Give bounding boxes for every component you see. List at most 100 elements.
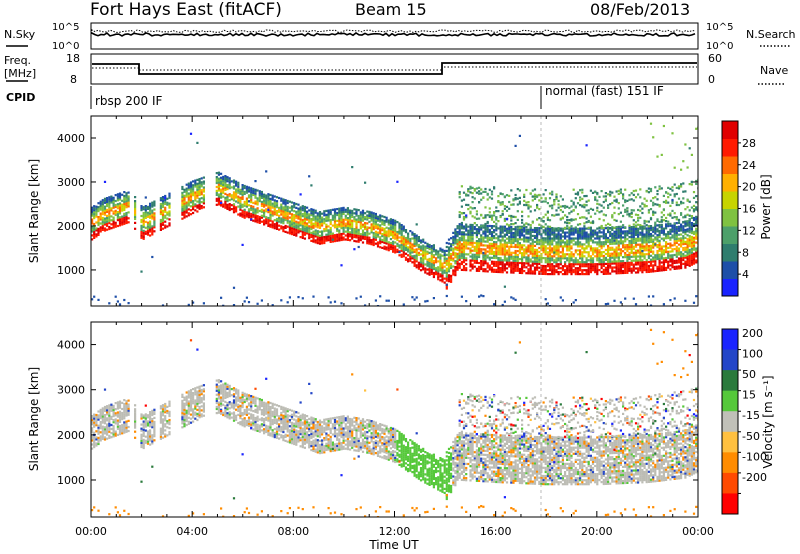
power-cell bbox=[93, 236, 96, 239]
power-cell bbox=[299, 214, 302, 217]
power-cell bbox=[353, 248, 356, 251]
power-cell bbox=[647, 264, 650, 267]
power-cell bbox=[516, 232, 519, 235]
power-cell bbox=[381, 229, 384, 232]
power-cell bbox=[282, 222, 285, 225]
power-cell bbox=[91, 230, 94, 233]
power-cell bbox=[512, 239, 515, 243]
power-cell bbox=[499, 231, 502, 234]
power-cell bbox=[665, 233, 668, 236]
power-cell bbox=[484, 222, 487, 226]
power-cell bbox=[196, 206, 199, 209]
power-cell bbox=[501, 193, 504, 196]
power-cell bbox=[372, 212, 375, 215]
power-cell bbox=[422, 244, 425, 247]
power-cell bbox=[540, 270, 543, 273]
power-cell bbox=[493, 270, 496, 273]
power-cell bbox=[619, 236, 622, 239]
power-cell bbox=[357, 234, 360, 237]
power-cell bbox=[665, 225, 668, 228]
power-cell bbox=[615, 268, 618, 271]
power-cell bbox=[576, 243, 580, 246]
power-cell bbox=[602, 254, 605, 258]
power-cell bbox=[465, 300, 468, 303]
power-cell bbox=[581, 257, 584, 260]
power-cell bbox=[349, 209, 352, 212]
power-cell bbox=[308, 237, 311, 240]
power-cell bbox=[688, 262, 691, 265]
power-cell bbox=[329, 301, 332, 304]
power-cell bbox=[645, 259, 648, 262]
power-cell bbox=[462, 253, 466, 256]
power-cell bbox=[447, 248, 451, 251]
power-cell bbox=[501, 239, 504, 242]
power-cell bbox=[381, 219, 384, 222]
power-cell bbox=[647, 247, 650, 250]
power-cell bbox=[508, 247, 511, 250]
power-cell bbox=[611, 228, 614, 231]
power-cell bbox=[529, 268, 532, 271]
power-cell bbox=[587, 241, 590, 244]
power-cell bbox=[301, 207, 304, 210]
power-cell bbox=[488, 224, 491, 228]
power-cell bbox=[153, 202, 156, 205]
power-cell bbox=[407, 248, 410, 251]
power-cell bbox=[566, 265, 569, 268]
power-cell bbox=[652, 268, 655, 271]
power-cell bbox=[250, 193, 253, 196]
power-cell bbox=[490, 270, 494, 273]
power-cell bbox=[523, 234, 526, 237]
power-cell bbox=[675, 261, 678, 264]
power-cell bbox=[626, 267, 629, 270]
power-cell bbox=[432, 271, 435, 275]
power-cell bbox=[508, 245, 511, 248]
power-cell bbox=[609, 258, 612, 261]
power-cell bbox=[361, 237, 365, 240]
power-cell bbox=[673, 261, 676, 264]
power-cell bbox=[525, 250, 528, 253]
power-cell bbox=[467, 225, 470, 228]
power-cell bbox=[510, 269, 513, 272]
power-cell bbox=[247, 208, 251, 211]
power-cell bbox=[200, 177, 203, 180]
power-cell bbox=[355, 220, 358, 223]
power-cell bbox=[555, 257, 558, 260]
power-cell bbox=[671, 250, 674, 253]
power-cell bbox=[493, 246, 496, 250]
power-cell bbox=[574, 218, 577, 221]
power-cell bbox=[452, 269, 455, 272]
power-cell bbox=[473, 188, 476, 191]
power-cell bbox=[495, 262, 498, 266]
power-cell bbox=[525, 272, 528, 275]
power-cell bbox=[589, 231, 592, 234]
power-cell bbox=[591, 239, 595, 242]
power-cell bbox=[366, 234, 369, 237]
power-cell bbox=[254, 192, 257, 195]
power-cell bbox=[538, 266, 541, 269]
power-cell bbox=[542, 231, 545, 234]
power-cell bbox=[493, 186, 496, 189]
power-cell bbox=[458, 193, 461, 196]
power-cell bbox=[510, 216, 513, 219]
power-cell bbox=[256, 215, 259, 218]
power-cell bbox=[503, 205, 506, 208]
power-cell bbox=[561, 249, 564, 252]
power-cell bbox=[527, 215, 530, 218]
power-cell bbox=[561, 227, 564, 230]
power-cell bbox=[359, 227, 362, 230]
power-cell bbox=[116, 199, 119, 202]
power-cell bbox=[480, 192, 483, 195]
power-cell bbox=[422, 264, 425, 267]
power-cell bbox=[364, 233, 367, 236]
power-cell bbox=[314, 241, 317, 244]
power-cell bbox=[546, 202, 549, 205]
power-cell bbox=[641, 202, 644, 205]
power-cell bbox=[669, 228, 672, 231]
power-cell bbox=[379, 242, 382, 245]
power-cell bbox=[230, 198, 233, 201]
power-cell bbox=[301, 213, 304, 216]
power-cell bbox=[536, 227, 539, 230]
nsearch-label: N.Search bbox=[746, 28, 796, 41]
power-cell bbox=[680, 225, 683, 228]
power-cell bbox=[690, 255, 693, 258]
